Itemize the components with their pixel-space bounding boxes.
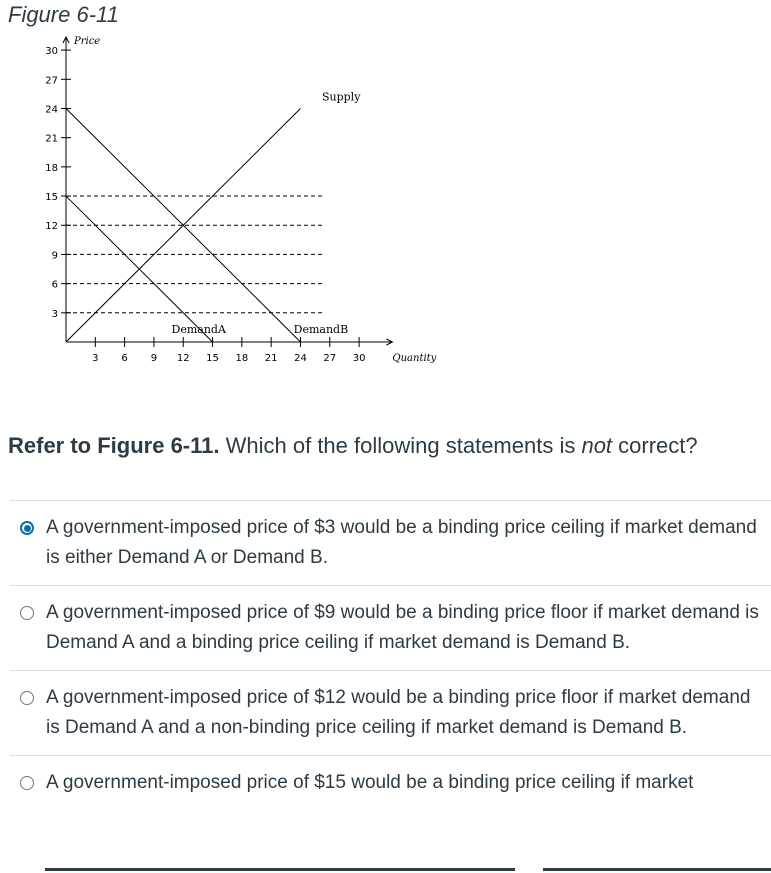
- x-tick-label: 24: [294, 353, 307, 364]
- series-label-demanda: DemandA: [172, 323, 227, 336]
- x-axis-title: Quantity: [392, 353, 436, 364]
- y-tick-label: 3: [52, 309, 58, 320]
- radio-icon[interactable]: [20, 606, 34, 620]
- supply-demand-chart: 3 6 9 12 15 18 21 24 27 30 3 6 9 12 15 18 21 24 27 30 Price Q…: [45, 35, 437, 364]
- x-tick-label: 9: [151, 353, 157, 364]
- y-tick-label: 18: [45, 163, 58, 174]
- answer-option-3[interactable]: A government-imposed price of $12 would …: [10, 670, 771, 755]
- question-emphasis: not: [581, 433, 613, 458]
- x-tick-label: 12: [177, 353, 190, 364]
- x-tick-label: 18: [235, 353, 248, 364]
- y-tick-label: 27: [45, 75, 58, 86]
- answer-list: A government-imposed price of $3 would b…: [10, 500, 771, 810]
- y-tick-label: 30: [45, 46, 58, 57]
- x-tick-label: 27: [323, 353, 336, 364]
- y-tick-label: 24: [45, 104, 58, 115]
- question-text: Refer to Figure 6-11. Which of the follo…: [8, 430, 763, 462]
- question-body: Which of the following statements is: [219, 433, 582, 458]
- answer-text: A government-imposed price of $3 would b…: [46, 517, 757, 568]
- series-line-demanda: [65, 195, 213, 343]
- y-tick-label: 12: [45, 221, 58, 232]
- answer-option-1[interactable]: A government-imposed price of $3 would b…: [10, 500, 771, 585]
- answer-text: A government-imposed price of $9 would b…: [46, 602, 759, 653]
- y-axis-arrow-icon: [62, 35, 70, 44]
- x-tick-label: 30: [353, 353, 366, 364]
- figure-title: Figure 6-11: [8, 2, 119, 27]
- answer-text: A government-imposed price of $12 would …: [46, 687, 751, 738]
- y-tick-label: 6: [52, 280, 58, 291]
- x-tick-label: 3: [92, 353, 98, 364]
- series-label-demandb: DemandB: [294, 323, 349, 336]
- radio-selected-icon[interactable]: [20, 521, 34, 535]
- y-tick-label: 15: [45, 192, 58, 203]
- x-axis-arrow-icon: [386, 338, 394, 346]
- y-tick-label: 21: [45, 134, 58, 145]
- series-label-supply: Supply: [322, 91, 361, 104]
- x-tick-label: 15: [206, 353, 219, 364]
- question-reference: Refer to Figure 6-11.: [8, 433, 220, 458]
- scroll-edge: [45, 868, 771, 873]
- answer-option-4[interactable]: A government-imposed price of $15 would …: [10, 755, 771, 810]
- radio-icon[interactable]: [20, 776, 34, 790]
- y-axis-title: Price: [73, 36, 100, 47]
- radio-icon[interactable]: [20, 691, 34, 705]
- x-tick-label: 21: [265, 353, 278, 364]
- question-end: correct?: [612, 433, 698, 458]
- answer-text: A government-imposed price of $15 would …: [46, 772, 694, 793]
- x-tick-label: 6: [121, 353, 127, 364]
- y-tick-label: 9: [52, 250, 58, 261]
- series-line-demandb: [65, 108, 301, 343]
- answer-option-2[interactable]: A government-imposed price of $9 would b…: [10, 585, 771, 670]
